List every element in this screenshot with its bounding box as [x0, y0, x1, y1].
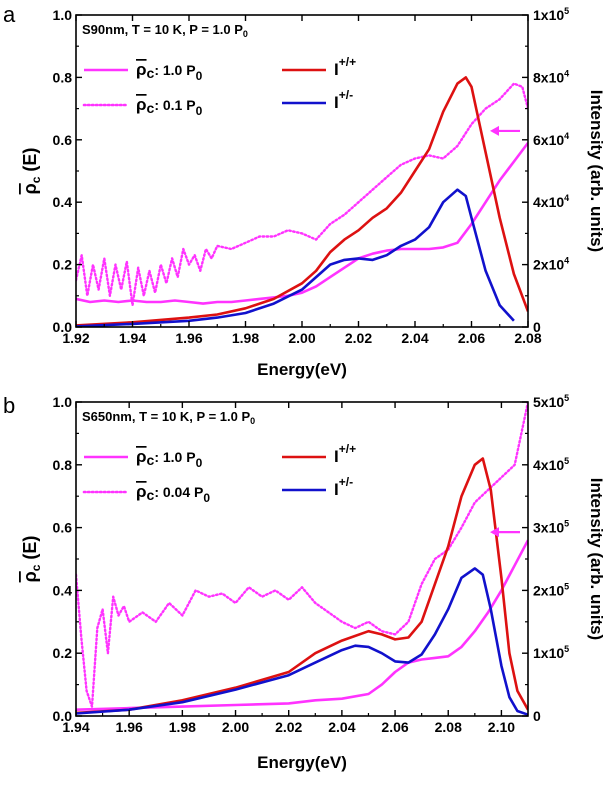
axis-indicator-arrow-head — [490, 125, 499, 136]
x-tick-label: 2.04 — [401, 330, 428, 346]
legend: ρc: 1.0 P0 ρc: 0.04 P0 I+/+ I+/- — [82, 442, 356, 505]
x-tick-label: 2.02 — [345, 330, 372, 346]
y-left-axis-label: ρc (E) — [20, 536, 43, 583]
x-tick-label: 2.06 — [381, 719, 408, 735]
x-tick-label: 1.98 — [232, 330, 259, 346]
x-tick-label: 2.00 — [222, 719, 249, 735]
y-left-tick-label: 0.6 — [53, 520, 73, 536]
x-tick-label: 1.98 — [169, 719, 196, 735]
y-left-tick-label: 0.4 — [53, 582, 73, 598]
panel-annotation: S90nm, T = 10 K, P = 1.0 P0 — [82, 22, 248, 39]
x-tick-label: 2.08 — [435, 719, 462, 735]
legend-label: ρc: 1.0 P0 — [136, 60, 203, 83]
series-line-2 — [76, 76, 528, 327]
x-tick-label: 1.94 — [119, 330, 146, 346]
y-left-tick-label: 0.2 — [53, 645, 73, 661]
legend-label: ρc: 0.1 P0 — [136, 95, 203, 118]
legend: ρc: 1.0 P0 ρc: 0.1 P0 I+/+ I+/- — [82, 55, 356, 118]
series-line-0 — [76, 142, 528, 305]
panel-letter: a — [3, 2, 16, 27]
legend-label: ρc: 0.04 P0 — [136, 482, 210, 505]
y-left-tick-label: 0.6 — [53, 132, 73, 148]
x-tick-label: 2.02 — [275, 719, 302, 735]
y-left-tick-label: 0.8 — [53, 69, 73, 85]
legend-label: I+/+ — [334, 55, 356, 79]
y-right-tick-label: 0 — [533, 319, 541, 335]
legend-label: I+/- — [334, 475, 353, 499]
series-line-0 — [76, 539, 528, 711]
x-tick-label: 1.94 — [62, 719, 89, 735]
series-line-1 — [76, 402, 528, 708]
x-tick-label: 2.00 — [288, 330, 315, 346]
y-left-tick-label: 1.0 — [53, 7, 73, 23]
y-left-axis-label: ρc (E) — [20, 148, 43, 195]
y-right-tick-label: 8x104 — [533, 68, 569, 85]
y-left-tick-label: 0.0 — [53, 708, 73, 724]
y-right-tick-label: 0 — [533, 708, 541, 724]
legend-label: I+/+ — [334, 442, 356, 466]
series-group — [76, 76, 528, 327]
y-right-axis-label: Intensity (arb. units) — [587, 478, 606, 640]
x-axis-label: Energy(eV) — [257, 360, 347, 379]
y-left-tick-label: 0.4 — [53, 194, 73, 210]
panel-annotation: S650nm, T = 10 K, P = 1.0 P0 — [82, 409, 255, 426]
x-tick-label: 1.92 — [62, 330, 89, 346]
chart-panel-b: 1.94 1.96 1.98 2.00 2.02 2.04 2.06 2.08 2.10 Ener… — [3, 393, 606, 772]
panel-letter: b — [3, 393, 15, 418]
y-left-tick-label: 0.2 — [53, 257, 73, 273]
x-tick-label: 2.04 — [328, 719, 355, 735]
x-axis-label: Energy(eV) — [257, 753, 347, 772]
y-right-tick-label: 5x105 — [533, 393, 569, 410]
y-right-axis-label: Intensity (arb. units) — [587, 90, 606, 252]
y-right-tick-label: 1x105 — [533, 6, 569, 23]
y-left-tick-label: 1.0 — [53, 394, 73, 410]
x-tick-label: 2.08 — [514, 330, 541, 346]
y-right-tick-label: 2x105 — [533, 581, 569, 598]
chart-panel-a: 1.92 1.94 1.96 1.98 2.00 2.02 2.04 2.06 2.08 Ener… — [3, 2, 606, 379]
y-right-tick-label: 1x105 — [533, 644, 569, 661]
x-tick-label: 2.06 — [458, 330, 485, 346]
x-tick-label: 1.96 — [116, 719, 143, 735]
y-right-tick-label: 4x105 — [533, 456, 569, 473]
y-right-tick-label: 2x104 — [533, 256, 569, 273]
y-right-tick-label: 3x105 — [533, 519, 569, 536]
series-group — [76, 402, 528, 716]
legend-label: I+/- — [334, 88, 353, 112]
axis-indicator-arrow-head — [490, 527, 499, 538]
y-left-tick-label: 0.0 — [53, 319, 73, 335]
x-tick-label: 2.10 — [488, 719, 515, 735]
series-line-1 — [76, 82, 528, 307]
y-right-tick-label: 4x104 — [533, 193, 569, 210]
series-line-3 — [76, 188, 515, 327]
series-line-3 — [76, 567, 528, 716]
y-left-tick-label: 0.8 — [53, 457, 73, 473]
legend-label: ρc: 1.0 P0 — [136, 447, 203, 470]
x-tick-label: 1.96 — [175, 330, 202, 346]
y-right-tick-label: 6x104 — [533, 131, 569, 148]
